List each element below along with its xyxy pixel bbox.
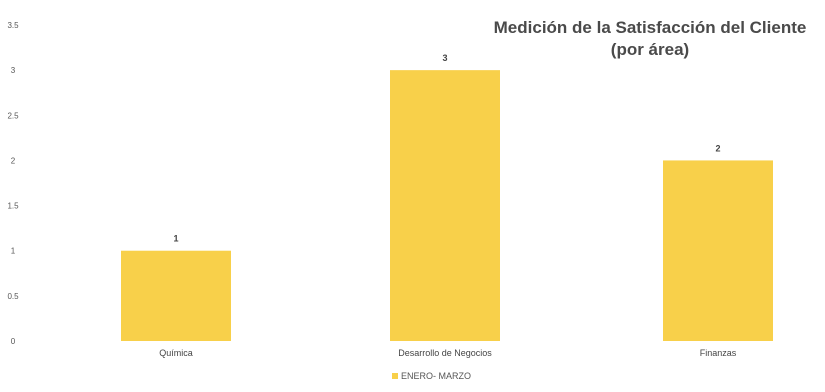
- y-tick-label: 1: [11, 247, 16, 256]
- chart-subtitle: (por área): [610, 40, 690, 59]
- bar: [663, 160, 773, 341]
- data-label: 2: [715, 143, 720, 153]
- chart-legend: ENERO- MARZO: [392, 371, 471, 381]
- y-tick-label: 1.5: [7, 202, 19, 211]
- chart-title: Medición de la Satisfacción del Cliente: [493, 18, 807, 37]
- x-tick-label: Desarrollo de Negocios: [398, 348, 492, 358]
- data-label: 3: [442, 53, 447, 63]
- y-tick-label: 3: [11, 66, 16, 75]
- y-tick-label: 0: [11, 337, 16, 346]
- legend-label: ENERO- MARZO: [401, 371, 472, 381]
- legend-swatch: [392, 373, 398, 379]
- bar: [390, 70, 500, 342]
- x-tick-label: Química: [159, 348, 193, 358]
- x-tick-label: Finanzas: [700, 348, 737, 358]
- y-tick-label: 2: [11, 156, 16, 165]
- y-tick-label: 2.5: [7, 111, 19, 120]
- bar: [121, 250, 231, 341]
- y-tick-label: 3.5: [7, 21, 19, 30]
- y-tick-label: 0.5: [7, 292, 19, 301]
- data-label: 1: [173, 234, 178, 244]
